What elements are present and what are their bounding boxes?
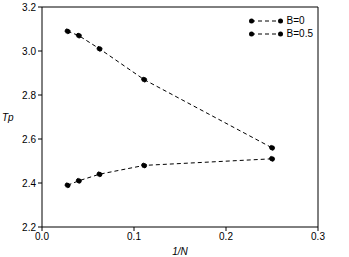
svg-text:3.2: 3.2 — [22, 2, 36, 13]
svg-text:2.8: 2.8 — [22, 90, 36, 101]
svg-text:2.2: 2.2 — [22, 222, 36, 233]
svg-text:1/N: 1/N — [172, 246, 188, 257]
svg-text:0.1: 0.1 — [127, 231, 141, 242]
svg-text:0.2: 0.2 — [219, 231, 233, 242]
svg-text:2.4: 2.4 — [22, 178, 36, 189]
svg-text:0.3: 0.3 — [311, 231, 325, 242]
svg-text:2.6: 2.6 — [22, 134, 36, 145]
svg-text:3.0: 3.0 — [22, 46, 36, 57]
svg-text:Tp: Tp — [8, 112, 14, 123]
html-text:B=0: B=0 — [286, 15, 305, 26]
html-text:B=0.5: B=0.5 — [286, 28, 313, 39]
svg-text:0.0: 0.0 — [35, 231, 49, 242]
